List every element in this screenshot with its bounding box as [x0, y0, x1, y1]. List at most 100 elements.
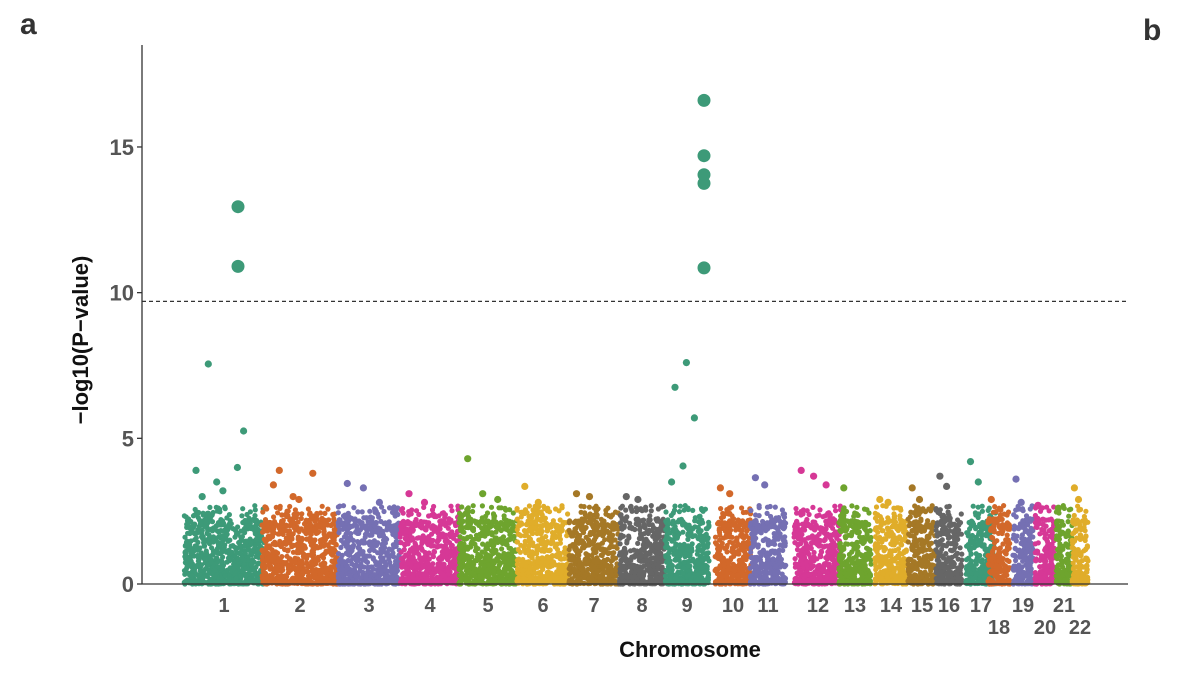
- chromosome-1-point: [241, 526, 247, 532]
- chromosome-4-point: [405, 541, 411, 547]
- chromosome-1-point: [200, 534, 206, 540]
- chromosome-4-points: [397, 490, 463, 587]
- chromosome-8-point: [634, 563, 640, 569]
- chromosome-1-point: [226, 523, 232, 529]
- chromosome-3-point: [367, 508, 373, 514]
- chromosome-6-point: [556, 533, 563, 539]
- chromosome-2-point: [323, 565, 329, 572]
- chromosome-5-point: [468, 544, 474, 550]
- chromosome-8-point: [637, 573, 643, 579]
- chromosome-2-point: [301, 545, 307, 551]
- chromosome-6-point: [539, 535, 545, 541]
- chromosome-3-point: [338, 556, 344, 562]
- chromosome-2-point: [271, 514, 277, 520]
- chromosome-5-point: [504, 580, 510, 586]
- chromosome-6-point: [548, 541, 554, 547]
- chromosome-1-point: [207, 504, 213, 510]
- chromosome-2-point: [293, 515, 299, 521]
- chromosome-2-points: [259, 466, 341, 587]
- chromosome-7-point: [589, 563, 596, 570]
- chromosome-4-point: [413, 508, 420, 514]
- chromosome-9-point: [672, 575, 679, 581]
- chromosome-5-point: [498, 527, 504, 533]
- chromosome-1-point: [239, 534, 245, 540]
- chromosome-8-point: [633, 505, 639, 511]
- chromosome-1-point: [210, 539, 216, 545]
- chromosome-3-point: [393, 526, 399, 532]
- chromosome-8-point: [635, 516, 641, 522]
- chromosome-1-point: [195, 539, 201, 546]
- chromosome-1-point: [226, 576, 232, 582]
- chromosome-3-point: [384, 549, 390, 556]
- chromosome-2-point: [308, 542, 314, 548]
- chromosome-1-point: [196, 524, 202, 530]
- chromosome-9-point: [667, 576, 673, 582]
- chromosome-8-point: [640, 545, 646, 551]
- chromosome-5-point: [457, 563, 463, 569]
- chromosome-4-point: [441, 518, 447, 524]
- chromosome-5-point: [494, 556, 500, 562]
- chromosome-2-point: [306, 576, 312, 582]
- chromosome-1-point: [206, 536, 212, 542]
- chromosome-7-point: [581, 504, 587, 510]
- chromosome-7-point: [610, 520, 616, 526]
- chromosome-2-point: [328, 573, 334, 579]
- chromosome-1-point: [249, 526, 255, 532]
- chromosome-1-point: [182, 560, 188, 566]
- chromosome-1-point: [257, 534, 263, 540]
- chromosome-4-point: [410, 528, 416, 534]
- chromosome-5-point: [469, 554, 475, 560]
- chromosome-5-point: [499, 577, 505, 584]
- chromosome-2-point: [329, 549, 335, 555]
- chromosome-4-point: [400, 520, 406, 526]
- chromosome-3-point: [394, 522, 400, 528]
- chromosome-3-point: [352, 516, 358, 522]
- chromosome-6-point: [530, 530, 536, 537]
- chromosome-6-point: [565, 511, 571, 517]
- chromosome-2-point: [308, 531, 314, 537]
- chromosome-2-point: [325, 548, 331, 554]
- chromosome-6-point: [552, 544, 558, 550]
- chromosome-2-point: [292, 559, 298, 565]
- chromosome-3-point: [361, 515, 367, 521]
- chromosome-3-point: [335, 523, 342, 529]
- chromosome-7-point: [603, 511, 609, 517]
- chromosome-8-point: [617, 512, 624, 519]
- chromosome-7-point: [569, 576, 575, 582]
- chromosome-1-point: [235, 556, 241, 562]
- chromosome-1-point: [217, 506, 223, 512]
- chromosome-5-point: [457, 525, 463, 531]
- chromosome-1-point: [192, 531, 198, 537]
- chromosome-7-point: [585, 566, 591, 573]
- chromosome-5-point: [502, 505, 508, 511]
- chromosome-3-point: [367, 542, 373, 548]
- chromosome-5-point: [496, 505, 502, 511]
- chromosome-5-point: [470, 528, 477, 534]
- chromosome-4-point: [398, 576, 404, 582]
- chromosome-3-point: [395, 511, 401, 518]
- chromosome-1-point: [193, 535, 199, 541]
- chromosome-6-top-point: [534, 498, 542, 506]
- chromosome-2-point: [322, 510, 328, 516]
- chromosome-4-point: [403, 536, 409, 542]
- chromosome-2-point: [325, 577, 331, 583]
- chromosome-6-point: [527, 520, 534, 526]
- chromosome-8-point: [655, 545, 661, 551]
- chromosome-6-point: [525, 570, 531, 576]
- chromosome-7-point: [594, 559, 600, 565]
- chromosome-4-point: [442, 512, 448, 518]
- chromosome-3-point: [348, 531, 354, 537]
- chromosome-2-point: [262, 570, 269, 576]
- chromosome-2-point: [261, 528, 268, 534]
- chromosome-8-point: [654, 526, 660, 532]
- chromosome-3-point: [356, 557, 362, 564]
- chromosome-9-point: [698, 506, 705, 512]
- chromosome-5-point: [457, 544, 463, 550]
- chromosome-7-point: [570, 569, 576, 575]
- chromosome-4-point: [448, 553, 454, 559]
- chromosome-3-point: [351, 505, 357, 511]
- chromosome-7-point: [566, 553, 572, 559]
- chromosome-5-point: [481, 532, 487, 538]
- chromosome-2-point: [289, 535, 295, 541]
- chromosome-6-point: [522, 507, 529, 513]
